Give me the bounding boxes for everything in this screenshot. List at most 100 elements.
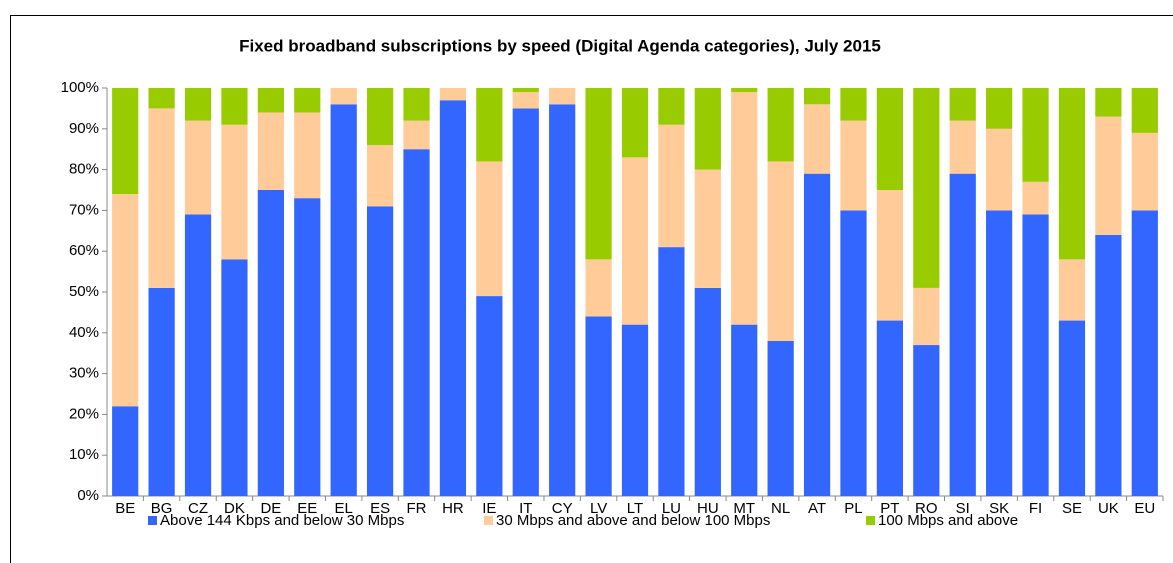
legend-swatch bbox=[866, 516, 875, 525]
x-tick-label: IE bbox=[482, 500, 496, 517]
x-tick-label: FI bbox=[1029, 500, 1042, 517]
bar-segment bbox=[221, 124, 248, 260]
x-tick-label: CZ bbox=[188, 500, 208, 517]
bar-segment bbox=[803, 173, 831, 496]
bar-segment bbox=[112, 406, 139, 496]
bar-segment bbox=[257, 88, 284, 113]
x-tick-label: HU bbox=[697, 500, 719, 517]
bar-segment bbox=[1022, 88, 1049, 182]
bar-segment bbox=[512, 92, 539, 109]
y-tick-label: 20% bbox=[69, 405, 99, 422]
bar-segment bbox=[621, 157, 649, 325]
bar-segment bbox=[1095, 88, 1122, 117]
x-tick-label: PT bbox=[880, 500, 899, 517]
y-tick-label: 30% bbox=[69, 365, 99, 382]
bar-segment bbox=[366, 206, 394, 496]
bar-segment bbox=[913, 88, 940, 288]
bar-segment bbox=[585, 316, 612, 496]
bar-segment bbox=[767, 340, 794, 496]
bar-segment bbox=[694, 287, 721, 496]
bar-segment bbox=[585, 88, 612, 260]
bar-segment bbox=[439, 100, 467, 497]
bar-segment bbox=[1131, 132, 1158, 211]
bar-segment bbox=[803, 104, 831, 174]
bar-segment bbox=[986, 128, 1013, 211]
x-tick-label: NL bbox=[771, 500, 790, 517]
bar-segment bbox=[476, 296, 503, 496]
bar-segment bbox=[476, 161, 503, 297]
bar-segment bbox=[403, 149, 430, 496]
bar-segment bbox=[767, 161, 794, 341]
y-tick-label: 40% bbox=[69, 324, 99, 341]
bar-segment bbox=[148, 108, 175, 288]
x-tick-label: SK bbox=[989, 500, 1009, 517]
bar-segment bbox=[294, 112, 321, 199]
bar-segment bbox=[512, 108, 539, 497]
bar-segment bbox=[439, 88, 467, 101]
y-tick-label: 80% bbox=[69, 161, 99, 178]
bar-segment bbox=[913, 345, 940, 496]
bar-segment bbox=[184, 120, 212, 215]
x-tick-label: AT bbox=[808, 500, 826, 517]
bar-segment bbox=[294, 88, 321, 113]
bar-segment bbox=[366, 88, 394, 146]
bar-segment bbox=[512, 88, 539, 93]
bar-segment bbox=[294, 198, 321, 496]
bar-segment bbox=[148, 287, 175, 496]
bar-segment bbox=[913, 287, 940, 346]
chart-title: Fixed broadband subscriptions by speed (… bbox=[239, 36, 881, 55]
bar-segment bbox=[1058, 259, 1086, 321]
bar-segment bbox=[767, 88, 794, 162]
x-tick-label: ES bbox=[370, 500, 390, 517]
bar-segment bbox=[694, 169, 721, 288]
x-tick-label: SE bbox=[1062, 500, 1082, 517]
bar-segment bbox=[658, 124, 685, 248]
bar-segment bbox=[731, 88, 758, 93]
bar-segment bbox=[1095, 116, 1122, 235]
bar-segment bbox=[658, 88, 685, 125]
bar-segment bbox=[221, 88, 248, 125]
bar-segment bbox=[257, 112, 284, 190]
bar-segment bbox=[949, 120, 976, 174]
bar-segment bbox=[1058, 88, 1086, 260]
bar-segment bbox=[986, 210, 1013, 496]
bar-segment bbox=[1095, 234, 1122, 496]
legend-swatch bbox=[148, 516, 157, 525]
x-tick-label: LT bbox=[627, 500, 643, 517]
x-tick-label: LV bbox=[590, 500, 607, 517]
x-tick-label: UK bbox=[1098, 500, 1119, 517]
x-tick-label: EL bbox=[335, 500, 353, 517]
y-tick-label: 50% bbox=[69, 283, 99, 300]
bar-segment bbox=[549, 88, 576, 105]
bar-segment bbox=[986, 88, 1013, 129]
bar-segment bbox=[330, 88, 357, 105]
legend-label: 30 Mbps and above and below 100 Mbps bbox=[496, 512, 770, 529]
chart-frame bbox=[10, 15, 1173, 563]
x-tick-label: EU bbox=[1134, 500, 1155, 517]
bar-segment bbox=[1022, 214, 1049, 497]
bar-segment bbox=[876, 88, 904, 190]
legend-label: Above 144 Kbps and below 30 Mbps bbox=[160, 512, 404, 529]
bar-segment bbox=[876, 190, 904, 321]
bar-segment bbox=[257, 190, 284, 496]
y-tick-label: 0% bbox=[77, 487, 99, 504]
x-tick-label: IT bbox=[519, 500, 532, 517]
x-tick-label: BE bbox=[115, 500, 135, 517]
bar-segment bbox=[112, 194, 139, 407]
legend-swatch bbox=[484, 516, 493, 525]
legend-label: 100 Mbps and above bbox=[878, 512, 1018, 529]
bar-segment bbox=[949, 173, 976, 496]
x-tick-label: HR bbox=[442, 500, 464, 517]
bar-segment bbox=[1058, 320, 1086, 496]
y-tick-label: 70% bbox=[69, 201, 99, 218]
x-tick-label: RO bbox=[915, 500, 938, 517]
x-tick-label: CY bbox=[552, 500, 573, 517]
bar-segment bbox=[949, 88, 976, 121]
bar-segment bbox=[184, 214, 212, 497]
bar-segment bbox=[803, 88, 831, 105]
bar-segment bbox=[840, 88, 867, 121]
bar-segment bbox=[840, 120, 867, 211]
y-tick-label: 10% bbox=[69, 446, 99, 463]
bar-segment bbox=[330, 104, 357, 496]
